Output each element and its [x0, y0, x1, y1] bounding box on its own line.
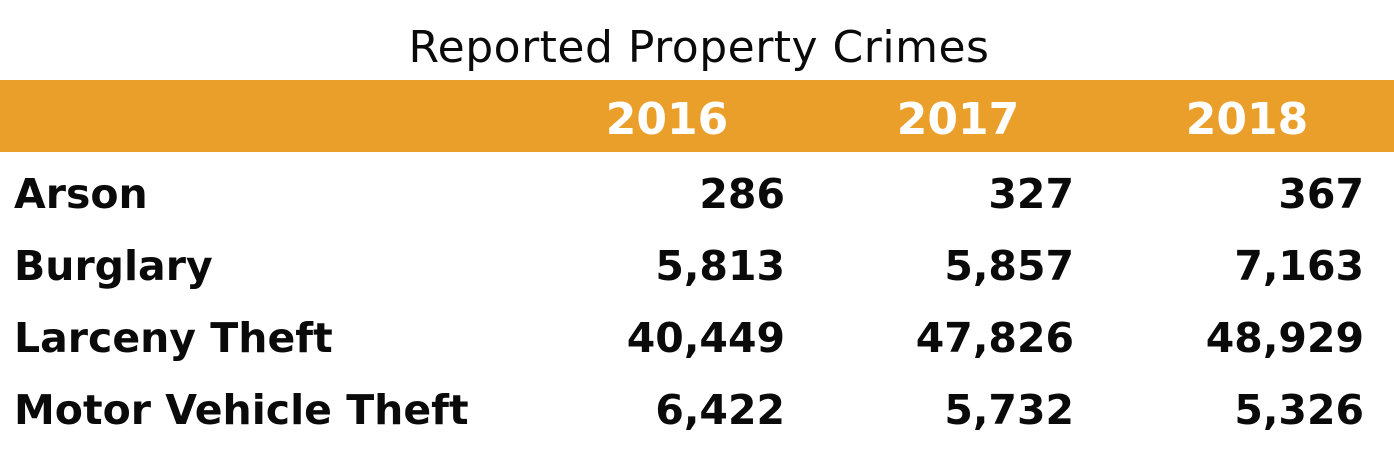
table-row: Burglary 5,813 5,857 7,163: [0, 230, 1394, 302]
table-cell: 5,813: [655, 242, 785, 290]
table-row: Arson 286 327 367: [0, 158, 1394, 230]
table-cell: 5,732: [944, 386, 1074, 434]
row-label: Motor Vehicle Theft: [14, 386, 469, 434]
table-cell: 7,163: [1234, 242, 1364, 290]
table-cell: 47,826: [915, 314, 1074, 362]
row-label: Burglary: [14, 242, 213, 290]
column-header-2016: 2016: [605, 94, 729, 145]
row-label: Larceny Theft: [14, 314, 333, 362]
table-cell: 5,326: [1234, 386, 1364, 434]
table-cell: 327: [988, 170, 1074, 218]
table-cell: 5,857: [944, 242, 1074, 290]
row-label: Arson: [14, 170, 148, 218]
table-cell: 6,422: [655, 386, 785, 434]
table-cell: 367: [1278, 170, 1364, 218]
table-cell: 40,449: [626, 314, 785, 362]
table-cell: 48,929: [1205, 314, 1364, 362]
table-row: Motor Vehicle Theft 6,422 5,732 5,326: [0, 374, 1394, 446]
header-band: 2016 2017 2018: [0, 80, 1394, 152]
column-header-2017: 2017: [896, 94, 1020, 145]
table-row: Larceny Theft 40,449 47,826 48,929: [0, 302, 1394, 374]
table-cell: 286: [699, 170, 785, 218]
column-header-2018: 2018: [1185, 94, 1309, 145]
table-title: Reported Property Crimes: [408, 22, 990, 73]
